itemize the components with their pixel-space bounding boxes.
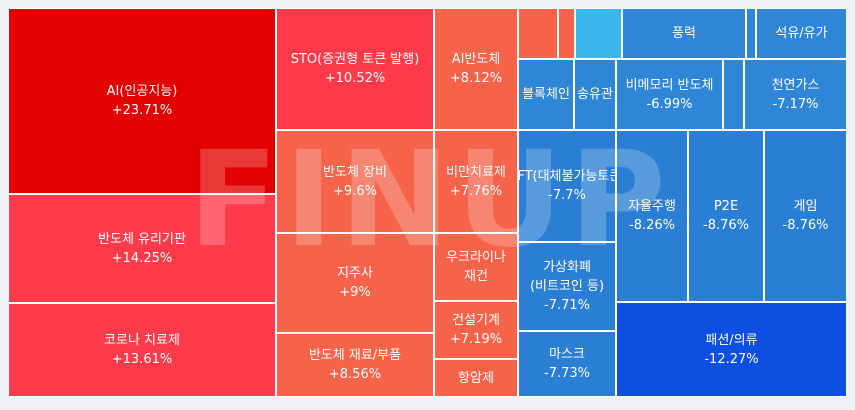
tile-label: 자율주행: [628, 199, 676, 214]
treemap-tile[interactable]: NFT(대체불가능토큰) -7.7%: [518, 130, 616, 242]
tile-label: 블록체인: [522, 87, 570, 102]
tile-label: 코로나 치료제: [104, 333, 180, 348]
tile-value: +7.19%: [449, 332, 503, 347]
tile-value: -6.99%: [646, 96, 693, 112]
tile-label: 가상화폐(비트코인 등): [529, 260, 605, 294]
tile-label: P2E: [713, 199, 739, 214]
tile-value: +23.71%: [111, 103, 173, 118]
tile-value: +9%: [339, 285, 371, 300]
treemap-tile[interactable]: 반도체 재료/부품 +8.56%: [276, 333, 434, 397]
tile-value: +8.12%: [449, 71, 503, 86]
tile-label: 풍력: [672, 26, 696, 41]
tile-label: AI반도체: [451, 52, 501, 67]
tile-label: 천연가스: [771, 77, 820, 93]
tile-label: AI(인공지능): [106, 84, 178, 99]
tile-label: 마스크: [549, 347, 585, 362]
tile-label: 송유관: [577, 87, 613, 102]
treemap-tile[interactable]: 반도체 장비 +9.6%: [276, 130, 434, 233]
treemap-tile[interactable]: 자율주행 -8.26%: [616, 130, 688, 302]
treemap-tile[interactable]: 석유/유가: [756, 8, 847, 59]
treemap-tile[interactable]: AI반도체 +8.12%: [434, 8, 518, 130]
tile-label: 반도체 유리기판: [98, 231, 186, 247]
tile-value: -7.73%: [544, 366, 590, 381]
treemap-tile[interactable]: 지주사 +9%: [276, 233, 434, 333]
tile-label: 항암제: [458, 370, 494, 386]
treemap-tile[interactable]: 게임 -8.76%: [764, 130, 847, 302]
treemap-tile[interactable]: 항암제: [434, 359, 518, 397]
treemap-tile[interactable]: STO(증권형 토큰 발행) +10.52%: [276, 8, 434, 130]
tile-label: STO(증권형 토큰 발행): [290, 52, 420, 67]
tile-label: 비메모리 반도체: [625, 77, 714, 93]
tile-label: 반도체 재료/부품: [308, 348, 402, 363]
treemap-tile[interactable]: 건설기계 +7.19%: [434, 301, 518, 359]
treemap-tile[interactable]: [746, 8, 756, 59]
tile-label: 건설기계: [452, 313, 500, 328]
tile-value: -8.76%: [782, 218, 829, 233]
treemap-tile[interactable]: 반도체 유리기판 +14.25%: [8, 194, 276, 303]
treemap-tile[interactable]: [558, 8, 575, 59]
treemap-tile[interactable]: 풍력: [622, 8, 746, 59]
treemap-tile[interactable]: 송유관: [574, 59, 616, 130]
treemap-tile[interactable]: [575, 8, 622, 59]
treemap-tile[interactable]: 패션/의류 -12.27%: [616, 302, 847, 397]
tile-label: NFT(대체불가능토큰): [518, 169, 615, 184]
tile-value: +10.52%: [324, 71, 386, 86]
tile-value: -8.26%: [629, 218, 675, 233]
tile-value: +9.6%: [333, 183, 377, 199]
treemap-tile[interactable]: 코로나 치료제 +13.61%: [8, 303, 276, 397]
treemap-tile[interactable]: 우크라이나 재건: [434, 233, 518, 301]
treemap-tile[interactable]: 천연가스 -7.17%: [744, 59, 847, 130]
tile-value: +13.61%: [111, 352, 173, 367]
treemap-tile[interactable]: AI(인공지능) +23.71%: [8, 8, 276, 194]
tile-label: 반도체 장비: [323, 164, 387, 180]
treemap-tile[interactable]: 비만치료제 +7.76%: [434, 130, 518, 233]
treemap-tile[interactable]: 가상화폐(비트코인 등) -7.71%: [518, 242, 616, 331]
treemap-tile[interactable]: P2E -8.76%: [688, 130, 764, 302]
tile-value: +8.56%: [328, 367, 382, 382]
tile-value: -7.71%: [544, 298, 590, 313]
tile-value: +7.76%: [449, 183, 503, 199]
tile-label: 패션/의류: [705, 332, 758, 348]
treemap-tile[interactable]: 비메모리 반도체 -6.99%: [616, 59, 723, 130]
tile-label: 지주사: [337, 266, 373, 281]
tile-label: 석유/유가: [775, 26, 828, 41]
treemap-tile[interactable]: [518, 8, 558, 59]
tile-value: -12.27%: [704, 351, 759, 367]
tile-value: +14.25%: [111, 250, 173, 266]
tile-label: 우크라이나 재건: [446, 250, 506, 284]
treemap-tile[interactable]: 블록체인: [518, 59, 574, 130]
tile-value: -7.17%: [772, 96, 819, 112]
tile-value: -7.7%: [548, 188, 586, 203]
tile-label: 게임: [793, 199, 818, 214]
treemap-tile[interactable]: 마스크 -7.73%: [518, 331, 616, 397]
tile-value: -8.76%: [703, 218, 749, 233]
treemap-tile[interactable]: [723, 59, 744, 130]
tile-label: 비만치료제: [446, 164, 506, 180]
